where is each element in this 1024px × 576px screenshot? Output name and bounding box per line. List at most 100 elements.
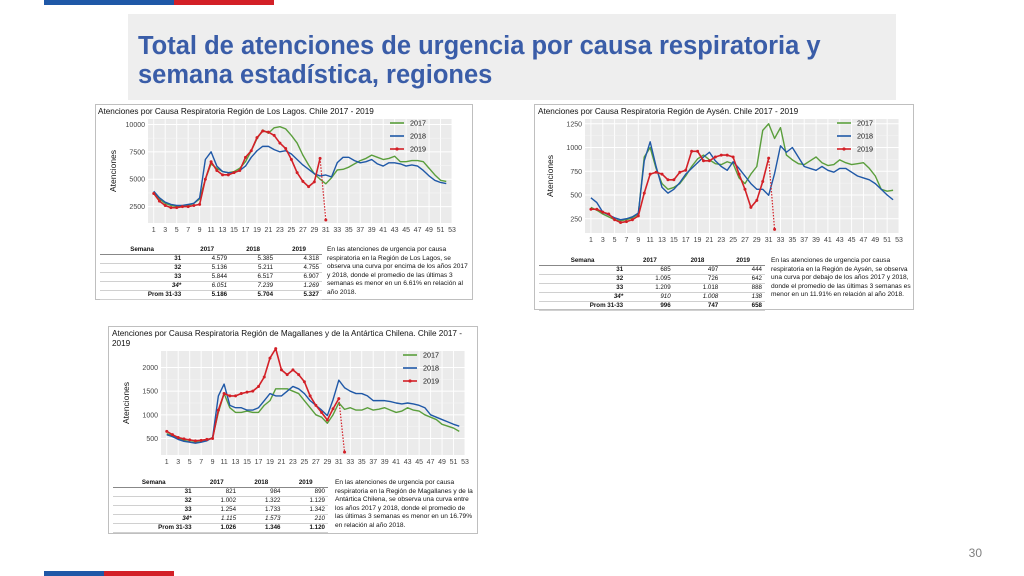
x-tick-label: 7 [625, 237, 629, 244]
data-point-2019 [284, 147, 288, 151]
data-point-2019 [279, 368, 283, 372]
y-tick-label: 10000 [126, 122, 146, 129]
table-cell: 444 [721, 265, 765, 275]
x-tick-label: 43 [836, 237, 844, 244]
table-cell: 138 [721, 292, 765, 302]
data-point-2019 [257, 384, 261, 388]
table-cell: 34* [539, 292, 627, 302]
table-cell: 1.018 [673, 283, 722, 293]
data-point-2019 [297, 373, 301, 377]
chart-note: En las atenciones de urgencia por causa … [335, 479, 473, 529]
bottom-bar-red [104, 571, 174, 576]
x-tick-label: 11 [220, 459, 227, 466]
title-box: Total de atenciones de urgencia por caus… [128, 14, 896, 100]
legend-label: 2018 [410, 132, 426, 141]
x-tick-label: 51 [437, 227, 445, 234]
data-point-2019 [199, 438, 203, 442]
x-tick-label: 31 [322, 227, 330, 234]
data-point-2019 [696, 149, 700, 153]
y-tick-label: 1000 [142, 412, 158, 419]
data-point-2019 [169, 206, 173, 210]
x-tick-label: 5 [175, 227, 179, 234]
data-point-2019 [215, 168, 219, 172]
data-point-2019 [318, 156, 322, 160]
slide-title: Total de atenciones de urgencia por caus… [138, 32, 821, 89]
x-tick-label: 13 [219, 227, 227, 234]
table-cell: 32 [113, 496, 195, 506]
x-tick-label: 21 [265, 227, 273, 234]
data-point-2019 [737, 172, 741, 176]
y-tick-label: 5000 [129, 177, 145, 184]
table-header-cell: 2019 [276, 246, 322, 255]
x-tick-label: 51 [450, 459, 458, 466]
chart-title: Atenciones por Causa Respiratoria Región… [98, 107, 374, 116]
x-tick-label: 49 [871, 237, 879, 244]
chart-title: Atenciones por Causa Respiratoria Región… [538, 107, 799, 116]
table-cell: 5.844 [184, 272, 231, 282]
table-cell: 4.579 [184, 254, 231, 264]
table-cell: 5.704 [230, 290, 277, 300]
table-header-cell: 2017 [626, 257, 674, 266]
data-point-2019 [320, 410, 324, 414]
data-point-2019 [176, 436, 180, 440]
x-tick-label: 13 [232, 459, 240, 466]
x-tick-label: 47 [860, 237, 868, 244]
x-tick-label: 41 [379, 227, 387, 234]
table-cell: 7.239 [230, 281, 277, 291]
y-tick-label: 2500 [129, 204, 145, 211]
data-point-2019 [314, 403, 318, 407]
table-cell: 6.907 [276, 272, 322, 282]
x-tick-label: 25 [729, 237, 737, 244]
legend-label: 2017 [857, 119, 873, 128]
data-point-2019 [221, 173, 225, 177]
table-row: 32 1.095 726 642 [539, 274, 765, 284]
table-cell: 888 [721, 283, 765, 293]
table-row: Prom 31-33 1.026 1.346 1.120 [113, 523, 328, 533]
series-dotted-2019 [319, 158, 327, 221]
x-tick-label: 9 [211, 459, 215, 466]
x-tick-label: 45 [402, 227, 410, 234]
data-point-2019 [607, 212, 611, 216]
table-cell: 821 [194, 487, 240, 497]
table-cell: 31 [539, 265, 627, 275]
data-point-2019 [157, 199, 161, 203]
data-point-2019 [307, 185, 311, 189]
data-point-2019 [767, 156, 771, 160]
table-cell: 497 [673, 265, 722, 275]
top-bar-blue [44, 0, 174, 5]
data-point-2019 [251, 389, 255, 393]
data-point-2019 [660, 172, 664, 176]
data-point-2019 [337, 397, 341, 401]
data-point-2019 [672, 178, 676, 182]
x-tick-label: 17 [682, 237, 690, 244]
x-tick-label: 7 [199, 459, 203, 466]
data-point-2019 [205, 437, 209, 441]
data-point-2019 [291, 368, 295, 372]
data-point-2019 [589, 207, 593, 211]
data-point-2019 [648, 172, 652, 176]
data-point-2019 [713, 155, 717, 159]
data-point-2019 [719, 153, 723, 157]
data-point-2019 [239, 392, 243, 396]
page-number: 30 [968, 546, 982, 560]
table-row: 33 5.844 6.517 6.907 [100, 272, 322, 282]
y-tick-label: 2000 [142, 365, 158, 372]
data-point-2019 [619, 221, 623, 225]
y-tick-label: 250 [570, 216, 582, 223]
data-point-2019 [165, 429, 169, 433]
y-tick-label: 1500 [142, 389, 158, 396]
x-tick-label: 29 [310, 227, 318, 234]
data-point-2019 [343, 450, 347, 454]
x-tick-label: 49 [438, 459, 446, 466]
table-cell: 910 [626, 292, 674, 302]
table-cell: 5.186 [184, 290, 231, 300]
x-tick-label: 39 [368, 227, 376, 234]
data-table: Semana 2017 2018 2019 31 685 497 444 32 1.095 726 6… [539, 257, 765, 311]
x-tick-label: 23 [717, 237, 725, 244]
data-point-2019 [216, 408, 220, 412]
x-tick-label: 35 [358, 459, 366, 466]
table-cell: Prom 31-33 [539, 301, 627, 311]
x-tick-label: 43 [404, 459, 412, 466]
x-tick-label: 19 [694, 237, 702, 244]
table-header-cell: Semana [539, 257, 627, 266]
